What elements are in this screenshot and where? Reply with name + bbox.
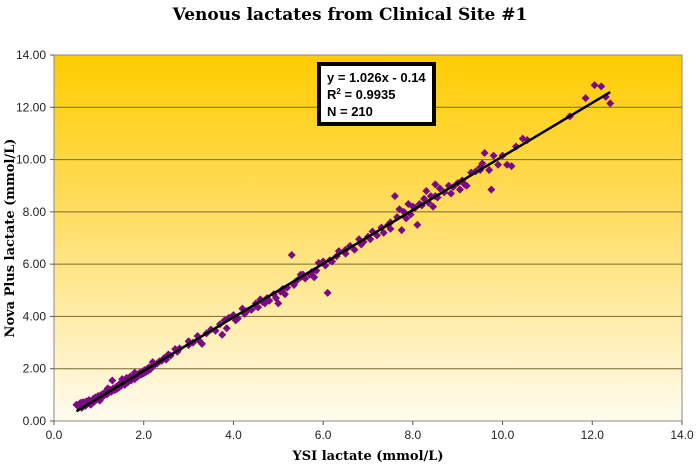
y-tick-label: 4.00 [23,309,47,323]
data-point [485,166,494,175]
data-point [222,324,231,333]
data-point [310,273,319,282]
data-point [597,82,606,91]
data-point [76,398,85,407]
data-point [386,224,395,233]
data-point [429,202,438,211]
x-tick-label: 0.0 [46,428,63,442]
data-point [198,339,207,348]
x-tick-label: 2.0 [135,428,152,442]
y-tick-label: 0.00 [23,414,47,428]
y-tick-label: 6.00 [23,257,47,271]
data-point [108,376,117,385]
data-point [606,99,615,108]
data-point [265,296,274,305]
y-tick-label: 14.00 [16,48,46,62]
x-tick-label: 14.0 [670,428,694,442]
data-point [507,162,516,171]
data-point [413,220,422,229]
data-point [287,250,296,259]
n-count-text: N = 210 [327,104,373,119]
y-tick-label: 2.00 [23,362,47,376]
x-tick-label: 6.0 [315,428,332,442]
data-point [590,81,599,90]
x-axis-title: YSI lactate (mmol/L) [291,449,443,464]
data-point [218,330,227,339]
data-point [455,185,464,194]
data-point [462,181,471,190]
data-point [480,149,489,158]
data-point [478,159,487,168]
y-axis-title: Nova Plus lactate (mmol/L) [3,139,18,338]
x-tick-label: 10.0 [491,428,515,442]
data-point [489,151,498,160]
data-point [581,94,590,103]
equation-text: y = 1.026x - 0.14 [327,70,426,85]
data-point [390,192,399,201]
data-point [323,288,332,297]
data-point [397,226,406,235]
data-point [122,373,131,382]
r-squared-text: R2 = 0.9935 [327,87,395,102]
x-tick-label: 4.0 [225,428,242,442]
x-tick-label: 12.0 [581,428,605,442]
trendline [75,90,611,413]
y-tick-label: 12.00 [16,100,46,114]
data-point [487,185,496,194]
y-tick-label: 10.00 [16,153,46,167]
data-point [379,228,388,237]
y-tick-label: 8.00 [23,205,47,219]
data-point [435,184,444,193]
x-tick-label: 8.0 [405,428,422,442]
x-axis: 0.0 2.0 4.0 6.0 8.0 10.0 12.0 14.0 [46,421,694,442]
data-point [494,160,503,169]
y-axis: 0.00 2.00 4.00 6.00 8.00 10.00 12.00 14.00 [16,48,54,428]
data-point [281,290,290,299]
data-point [422,186,431,195]
data-point [446,189,455,198]
chart-title: Venous lactates from Clinical Site #1 [172,5,528,25]
data-point [431,180,440,189]
equation-box: y = 1.026x - 0.14 R2 = 0.9935 N = 210 [317,62,436,126]
data-point [274,299,283,308]
data-point [350,245,359,254]
